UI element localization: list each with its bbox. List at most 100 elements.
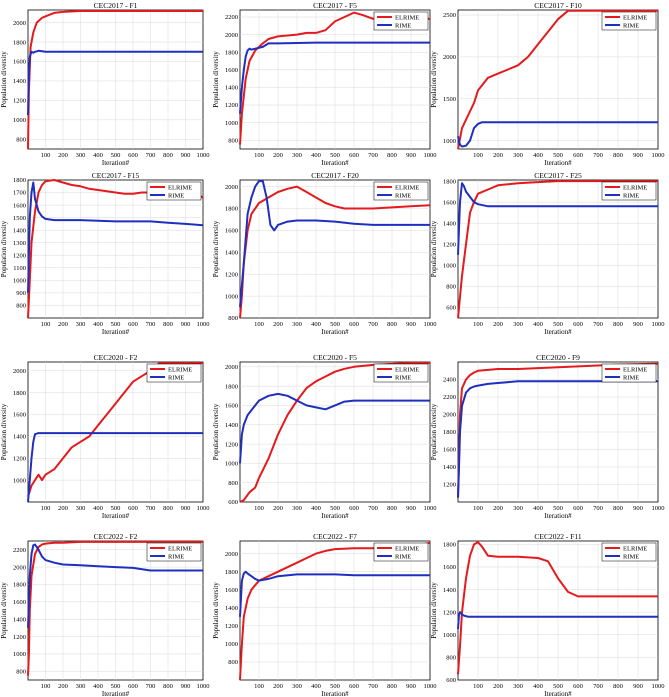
legend-entry-rime: RIME [395, 374, 411, 381]
x-tick-label: 800 [387, 321, 397, 328]
x-tick-label: 800 [163, 683, 173, 690]
chart-panel-10: 100 200 300 400 500 600 700 800 900 1000 800 1000 12… [0, 532, 210, 697]
y-tick-label: 1400 [225, 85, 238, 92]
x-tick-label: 600 [349, 683, 359, 690]
y-tick-label: 1400 [443, 220, 456, 227]
legend-entry-rime: RIME [168, 374, 184, 381]
series-line-elrime [457, 541, 658, 675]
y-tick-label: 900 [16, 290, 26, 297]
legend-entry-elrime: ELRIME [168, 366, 192, 373]
series-line-elrime [457, 362, 659, 498]
y-axis-label: Population diversity [0, 582, 8, 639]
y-tick-label: 1800 [13, 582, 26, 589]
x-tick-label: 1000 [652, 321, 665, 328]
y-tick-label: 600 [446, 305, 456, 312]
y-tick-label: 1600 [225, 67, 238, 74]
x-tick-label: 900 [633, 152, 643, 159]
y-tick-label: 2000 [13, 564, 26, 571]
y-tick-label: 1800 [225, 206, 238, 213]
x-tick-label: 1000 [424, 683, 437, 690]
x-tick-label: 100 [473, 321, 483, 328]
x-tick-label: 900 [406, 321, 416, 328]
y-tick-label: 2000 [225, 551, 238, 558]
y-tick-label: 2000 [225, 32, 238, 39]
chart-panel-6: 100 200 300 400 500 600 700 800 900 1000 600 800 100… [430, 171, 665, 336]
series-line-rime [457, 380, 658, 498]
chart-panel-1: 100 200 300 400 500 600 700 800 900 1000 800 1000 12… [0, 1, 210, 167]
x-tick-label: 400 [311, 152, 321, 159]
x-tick-label: 600 [349, 505, 359, 512]
chart-title: CEC2017 - F1 [94, 1, 138, 10]
y-tick-label: 2400 [443, 377, 456, 384]
series-line-elrime [27, 362, 203, 497]
x-tick-label: 400 [533, 152, 543, 159]
x-tick-label: 300 [513, 683, 523, 690]
y-tick-label: 2000 [225, 184, 238, 191]
y-tick-label: 1600 [13, 202, 26, 209]
y-tick-label: 1600 [13, 412, 26, 419]
y-tick-label: 1200 [13, 252, 26, 259]
y-tick-label: 800 [228, 315, 238, 322]
series-line-rime [239, 180, 430, 308]
x-axis-label: Iteration# [321, 512, 349, 520]
x-axis-label: Iteration# [102, 690, 130, 697]
x-tick-label: 100 [473, 683, 483, 690]
y-tick-label: 1600 [443, 564, 456, 571]
x-tick-label: 800 [613, 321, 623, 328]
y-tick-label: 1200 [13, 455, 26, 462]
chart-panel-4: 100 200 300 400 500 600 700 800 900 1000 800 900 100… [0, 171, 210, 336]
x-tick-label: 500 [111, 683, 121, 690]
x-tick-label: 700 [593, 683, 603, 690]
x-tick-label: 1000 [652, 505, 665, 512]
y-tick-label: 2200 [443, 394, 456, 401]
y-tick-label: 2000 [13, 20, 26, 27]
legend-entry-rime: RIME [623, 22, 639, 29]
x-tick-label: 100 [254, 152, 264, 159]
x-tick-label: 1000 [652, 683, 665, 690]
legend-entry-rime: RIME [395, 22, 411, 29]
x-tick-label: 200 [493, 505, 503, 512]
series-line-rime [457, 121, 658, 148]
legend-entry-elrime: ELRIME [395, 545, 419, 552]
x-tick-label: 700 [368, 505, 378, 512]
y-tick-label: 1000 [225, 293, 238, 300]
series-line-elrime [27, 10, 203, 150]
y-axis-label: Population diversity [0, 51, 8, 108]
legend-entry-elrime: ELRIME [168, 545, 192, 552]
series-line-elrime [27, 540, 203, 676]
series-line-rime [27, 181, 204, 293]
y-axis-label: Population diversity [212, 51, 220, 108]
x-tick-label: 600 [573, 505, 583, 512]
x-tick-label: 900 [181, 505, 191, 512]
x-tick-label: 500 [111, 152, 121, 159]
x-tick-label: 100 [41, 505, 51, 512]
y-tick-label: 1800 [13, 390, 26, 397]
x-tick-label: 100 [254, 321, 264, 328]
x-tick-label: 800 [163, 152, 173, 159]
y-tick-label: 1200 [225, 271, 238, 278]
chart-title: CEC2020 - F5 [313, 353, 357, 362]
y-tick-label: 1800 [225, 383, 238, 390]
x-tick-label: 300 [292, 152, 302, 159]
y-tick-label: 1200 [225, 623, 238, 630]
legend-entry-elrime: ELRIME [623, 184, 647, 191]
y-tick-label: 800 [446, 655, 456, 662]
x-tick-label: 900 [406, 683, 416, 690]
x-tick-label: 200 [493, 152, 503, 159]
y-tick-label: 1400 [443, 464, 456, 471]
x-tick-label: 500 [330, 321, 340, 328]
series-line-rime [27, 543, 203, 628]
y-axis-label: Population diversity [430, 582, 438, 639]
x-tick-label: 400 [93, 321, 103, 328]
x-tick-label: 400 [311, 321, 321, 328]
x-tick-label: 200 [273, 683, 283, 690]
y-tick-label: 2000 [443, 54, 456, 61]
x-tick-label: 100 [41, 683, 51, 690]
x-tick-label: 400 [533, 683, 543, 690]
x-tick-label: 500 [553, 505, 563, 512]
x-axis-label: Iteration# [102, 159, 130, 167]
chart-panel-3: 100 200 300 400 500 600 700 800 900 1000 1000 1500 2… [430, 1, 665, 167]
y-tick-label: 1400 [225, 605, 238, 612]
y-tick-label: 1200 [13, 98, 26, 105]
x-tick-label: 900 [633, 321, 643, 328]
